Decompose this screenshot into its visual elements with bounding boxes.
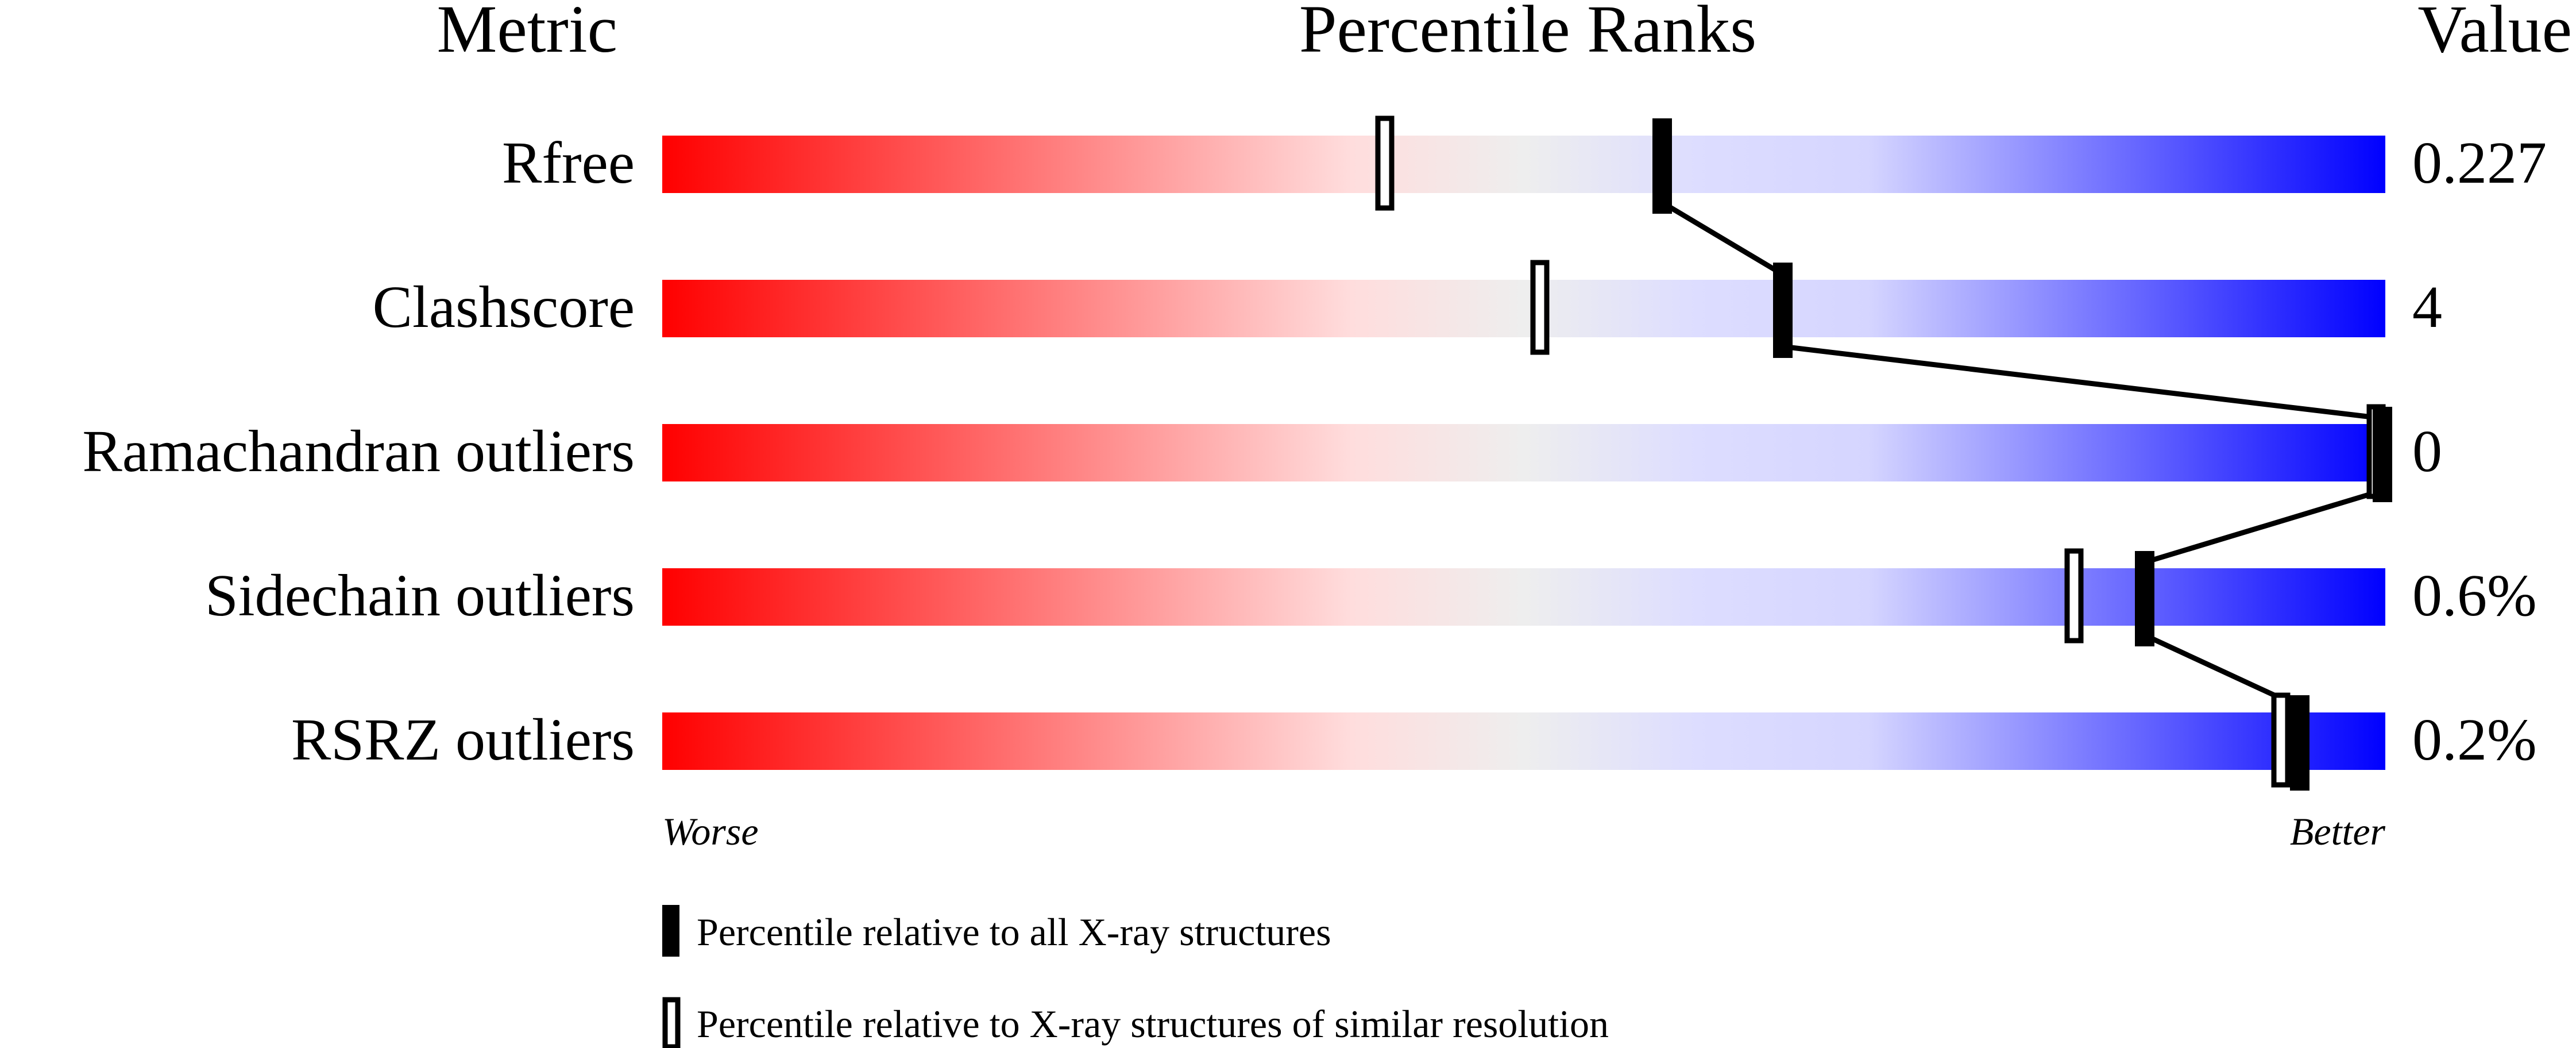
- metric-label: Ramachandran outliers: [82, 418, 635, 484]
- legend-open-marker: [662, 997, 681, 1048]
- metric-label: Rfree: [502, 130, 635, 196]
- metric-label: Sidechain outliers: [205, 562, 635, 629]
- metric-value: 0: [2412, 418, 2442, 484]
- marker-all-structures: [2135, 551, 2154, 646]
- metric-value: 0.227: [2412, 130, 2547, 196]
- marker-similar-resolution: [1530, 260, 1550, 355]
- marker-all-structures: [2373, 407, 2392, 502]
- percentile-bar: [662, 280, 2385, 337]
- marker-all-structures: [1652, 118, 1672, 214]
- percentile-bar: [662, 424, 2385, 481]
- metric-value: 4: [2412, 274, 2442, 340]
- marker-connector-line: [1660, 200, 1784, 276]
- metric-label: RSRZ outliers: [291, 707, 635, 773]
- marker-all-structures: [1773, 263, 1793, 358]
- legend-open-label: Percentile relative to X-ray structures …: [697, 1002, 1609, 1046]
- marker-all-structures: [2290, 695, 2309, 791]
- marker-similar-resolution: [2064, 548, 2084, 644]
- marker-similar-resolution: [2271, 692, 2291, 788]
- percentile-bar: [662, 568, 2385, 626]
- metric-label: Clashscore: [373, 274, 635, 340]
- marker-connector-line: [1782, 344, 2382, 421]
- header-value: Value: [2417, 0, 2572, 67]
- marker-similar-resolution: [1375, 115, 1395, 211]
- percentile-bar: [662, 712, 2385, 770]
- marker-connector-line: [2143, 488, 2383, 565]
- header-metric: Metric: [437, 0, 617, 67]
- legend-filled-marker: [662, 905, 679, 957]
- legend-filled-label: Percentile relative to all X-ray structu…: [697, 910, 1331, 954]
- header-percentile-ranks: Percentile Ranks: [1299, 0, 1756, 67]
- better-label: Better: [2290, 810, 2386, 853]
- worse-label: Worse: [662, 810, 759, 853]
- metric-value: 0.2%: [2412, 707, 2537, 773]
- percentile-bar: [662, 136, 2385, 193]
- metric-value: 0.6%: [2412, 562, 2537, 629]
